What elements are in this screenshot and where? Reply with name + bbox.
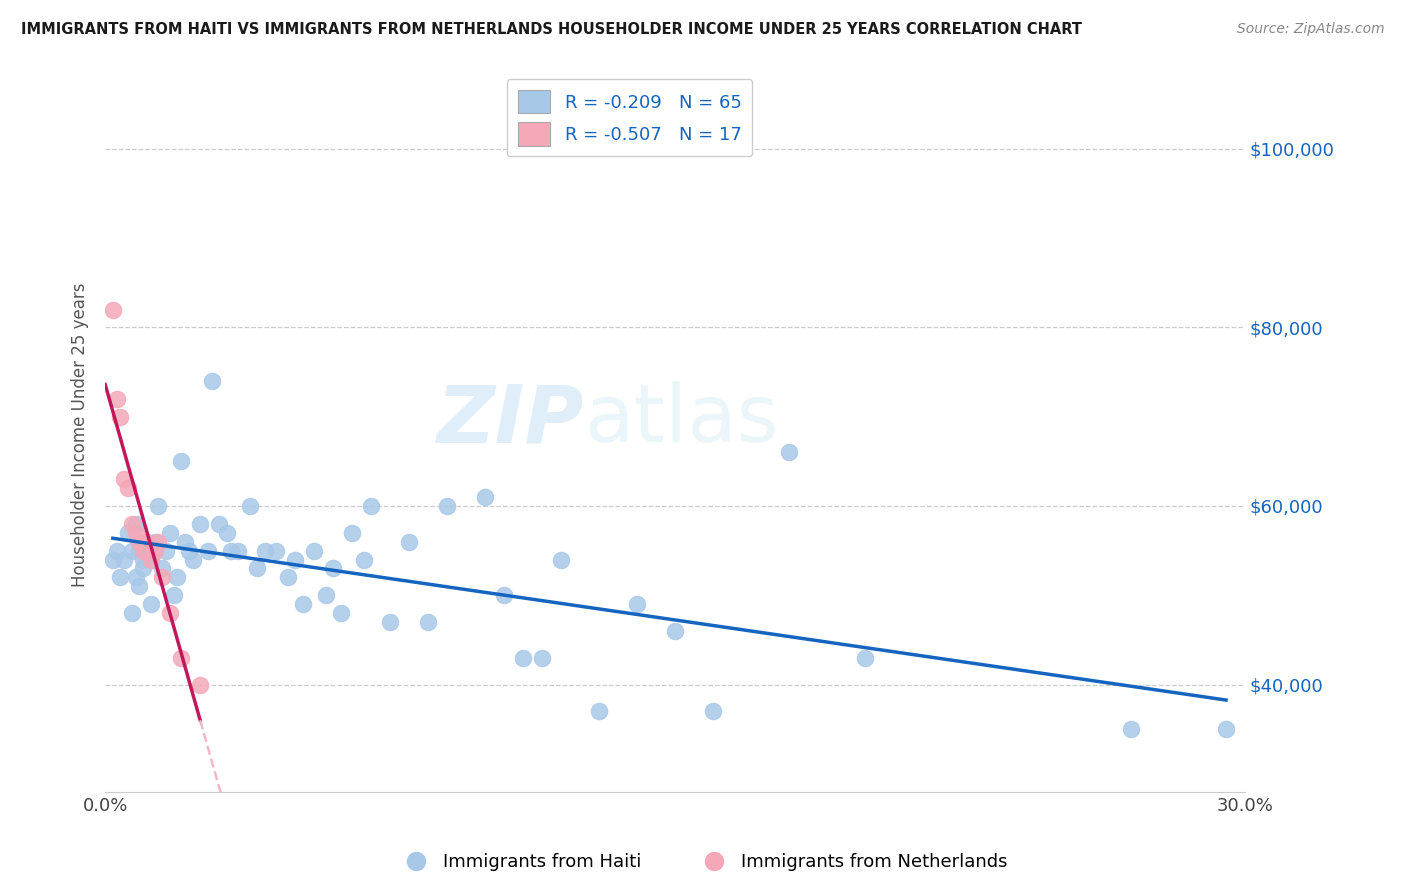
Point [188, 516, 211, 531]
Point [132, 561, 155, 575]
Point [322, 561, 344, 575]
Point [128, 543, 150, 558]
Point [664, 624, 686, 638]
Point [284, 552, 307, 566]
Point [702, 704, 724, 718]
Point [128, 579, 150, 593]
Point [148, 534, 170, 549]
Point [124, 570, 146, 584]
Point [588, 704, 610, 718]
Point [215, 525, 238, 540]
Point [112, 552, 135, 566]
Point [117, 481, 139, 495]
Point [110, 409, 132, 424]
Point [494, 588, 516, 602]
Point [315, 588, 337, 602]
Point [177, 543, 200, 558]
Point [181, 552, 204, 566]
Point [474, 490, 496, 504]
Point [219, 543, 242, 558]
Point [778, 445, 800, 459]
Point [1215, 722, 1237, 736]
Point [162, 588, 184, 602]
Point [174, 534, 197, 549]
Text: ZIP: ZIP [436, 381, 583, 459]
Point [101, 552, 124, 566]
Point [239, 499, 262, 513]
Text: Source: ZipAtlas.com: Source: ZipAtlas.com [1237, 22, 1385, 37]
Point [512, 650, 534, 665]
Point [418, 615, 440, 629]
Point [302, 543, 325, 558]
Point [101, 302, 124, 317]
Point [208, 516, 231, 531]
Point [226, 543, 249, 558]
Point [110, 570, 132, 584]
Point [121, 606, 143, 620]
Point [139, 552, 162, 566]
Point [139, 552, 162, 566]
Point [360, 499, 382, 513]
Point [105, 543, 128, 558]
Point [170, 454, 193, 468]
Point [159, 606, 181, 620]
Legend: R = -0.209   N = 65, R = -0.507   N = 17: R = -0.209 N = 65, R = -0.507 N = 17 [506, 79, 752, 156]
Point [329, 606, 352, 620]
Point [398, 534, 420, 549]
Point [170, 650, 193, 665]
Point [132, 552, 155, 566]
Point [159, 525, 181, 540]
Point [132, 543, 155, 558]
Text: IMMIGRANTS FROM HAITI VS IMMIGRANTS FROM NETHERLANDS HOUSEHOLDER INCOME UNDER 25: IMMIGRANTS FROM HAITI VS IMMIGRANTS FROM… [21, 22, 1083, 37]
Legend: Immigrants from Haiti, Immigrants from Netherlands: Immigrants from Haiti, Immigrants from N… [391, 847, 1015, 879]
Point [531, 650, 554, 665]
Point [150, 561, 173, 575]
Point [143, 543, 166, 558]
Point [246, 561, 269, 575]
Point [353, 552, 375, 566]
Point [436, 499, 458, 513]
Point [166, 570, 188, 584]
Point [143, 534, 166, 549]
Point [136, 534, 159, 549]
Point [124, 525, 146, 540]
Point [264, 543, 287, 558]
Point [121, 543, 143, 558]
Point [626, 597, 648, 611]
Point [112, 472, 135, 486]
Point [200, 374, 222, 388]
Point [124, 516, 146, 531]
Point [155, 543, 177, 558]
Point [117, 525, 139, 540]
Point [253, 543, 276, 558]
Point [150, 570, 173, 584]
Point [128, 534, 150, 549]
Point [197, 543, 219, 558]
Point [340, 525, 363, 540]
Point [550, 552, 572, 566]
Point [188, 677, 211, 691]
Point [277, 570, 299, 584]
Point [853, 650, 876, 665]
Point [148, 499, 170, 513]
Point [136, 543, 159, 558]
Point [1119, 722, 1142, 736]
Y-axis label: Householder Income Under 25 years: Householder Income Under 25 years [72, 283, 89, 587]
Point [139, 597, 162, 611]
Text: atlas: atlas [583, 381, 779, 459]
Point [121, 516, 143, 531]
Point [291, 597, 314, 611]
Point [380, 615, 402, 629]
Point [105, 392, 128, 406]
